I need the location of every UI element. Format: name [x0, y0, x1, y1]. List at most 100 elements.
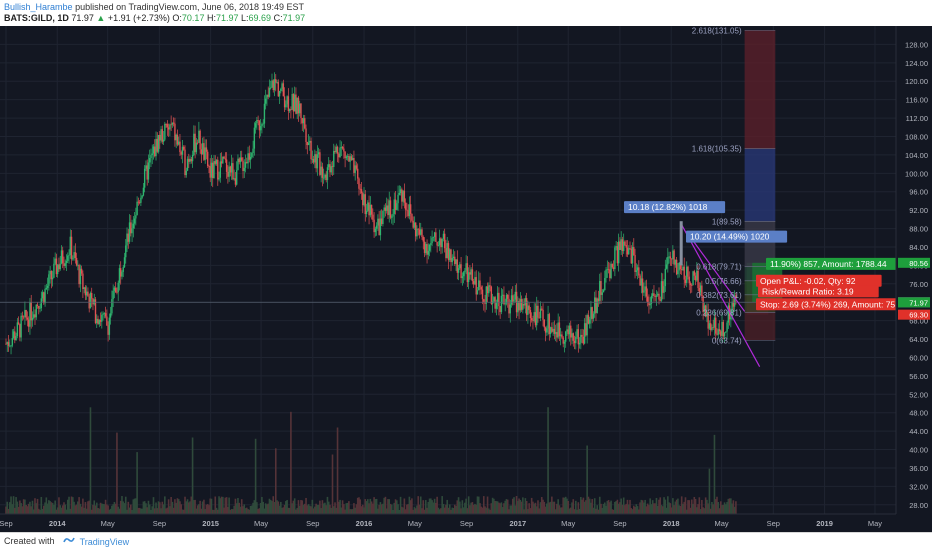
time-tick-label: Sep	[613, 519, 626, 528]
volume-bar	[194, 499, 196, 514]
volume-bar	[277, 501, 280, 514]
candle-body	[193, 133, 195, 155]
volume-bar	[365, 501, 368, 514]
volume-bar	[422, 500, 425, 514]
candle-body	[194, 133, 196, 153]
candle-body	[291, 93, 293, 110]
candle-body	[155, 138, 157, 157]
candle-body	[237, 158, 239, 171]
candle-body	[604, 278, 606, 291]
candle-body	[33, 314, 35, 318]
candle-body	[538, 317, 540, 319]
tradingview-link[interactable]: TradingView	[79, 536, 130, 547]
candle-body	[19, 323, 21, 338]
volume-bar	[638, 509, 640, 514]
volume-bar	[513, 497, 515, 514]
candle-body	[680, 269, 683, 271]
volume-bar	[278, 505, 281, 514]
volume-bar	[41, 508, 44, 514]
chart-header: Bullish_Harambe published on TradingView…	[0, 0, 932, 26]
candle-body	[577, 329, 580, 345]
candle-body	[184, 149, 186, 176]
volume-bar	[104, 499, 107, 514]
candle-body	[344, 151, 346, 159]
candle-body	[225, 159, 228, 172]
volume-bar	[287, 507, 290, 514]
fib-retracement[interactable]: 0(63.74) 0.236(69.81) 0.382(73.61) 0.5(76.6…	[679, 26, 776, 367]
symbol-label[interactable]: BATS:GILD, 1D	[4, 13, 69, 23]
candle-body	[369, 204, 372, 216]
volume-bar	[592, 507, 595, 514]
volume-bar	[387, 499, 389, 514]
volume-bar	[361, 504, 364, 514]
candle-body	[483, 299, 485, 303]
tradingview-logo-icon[interactable]	[63, 536, 75, 547]
measure-label-1-box	[624, 201, 726, 214]
price-tick-label: 96.00	[909, 188, 928, 197]
candle-body	[427, 250, 430, 255]
candle-body	[208, 165, 210, 167]
volume-bar	[471, 502, 474, 514]
time-axis[interactable]: Sep 2014 May Sep 2015 May Sep 2016 May Sep 2017 May…	[0, 513, 932, 532]
candle-body	[143, 168, 146, 188]
volume-bar	[103, 504, 106, 514]
candle-body	[89, 293, 92, 309]
volume-bar	[267, 503, 270, 514]
volume-bar	[477, 496, 480, 514]
volume-bar	[546, 503, 548, 514]
candle-body	[244, 162, 247, 168]
volume-bar	[122, 501, 125, 514]
volume-bar	[389, 503, 392, 514]
price-chart[interactable]: 0(63.74) 0.236(69.81) 0.382(73.61) 0.5(76.6…	[0, 26, 932, 532]
candle-body	[683, 266, 685, 280]
author-link[interactable]: Bullish_Harambe	[4, 2, 73, 12]
volume-bar	[6, 501, 9, 514]
candle-body	[230, 163, 233, 173]
volume-bar	[136, 452, 138, 514]
volume-bar	[54, 500, 56, 514]
candle-body	[272, 80, 274, 91]
volume-bar	[542, 499, 544, 514]
candle-body	[239, 157, 242, 163]
price-tick-label: 48.00	[909, 409, 928, 418]
volume-bar	[649, 498, 651, 514]
candle-body	[235, 170, 238, 185]
volume-bar	[511, 498, 514, 514]
candle-body	[623, 241, 625, 252]
volume-bar	[64, 504, 67, 514]
candle-body	[611, 263, 614, 268]
volume-bar	[453, 504, 456, 514]
price-axis[interactable]: 28.00 32.00 36.00 40.00 44.00 48.00 52.00 56.00…	[895, 26, 932, 532]
volume-bar	[412, 509, 414, 514]
candle-body	[460, 264, 462, 279]
open-value: 70.17	[181, 13, 205, 23]
candle-body	[391, 216, 393, 218]
candle-body	[679, 262, 682, 270]
candle-body	[295, 94, 297, 114]
volume-bar	[311, 499, 314, 514]
volume-bar	[46, 503, 49, 514]
volume-bar	[726, 502, 728, 514]
candle-body	[401, 189, 403, 202]
volume-bar	[7, 508, 10, 514]
candle-body	[267, 94, 269, 97]
volume-bar	[543, 501, 546, 514]
time-tick-label: 2018	[663, 519, 680, 528]
candle-body	[549, 327, 552, 334]
volume-bar	[34, 498, 36, 514]
candle-body	[171, 122, 174, 125]
volume-bar	[327, 501, 330, 514]
volume-bar	[403, 498, 406, 514]
volume-bar	[22, 499, 25, 514]
volume-bar	[98, 508, 101, 514]
volume-bar	[670, 507, 673, 514]
candle-body	[232, 163, 234, 180]
volume-bar	[292, 500, 295, 514]
candle-body	[567, 329, 569, 335]
candle-body	[120, 268, 122, 277]
candle-body	[257, 120, 259, 121]
volume-bar	[438, 509, 441, 514]
volume-bar	[82, 498, 84, 514]
candle-body	[418, 229, 421, 235]
volume-bar	[722, 504, 725, 514]
